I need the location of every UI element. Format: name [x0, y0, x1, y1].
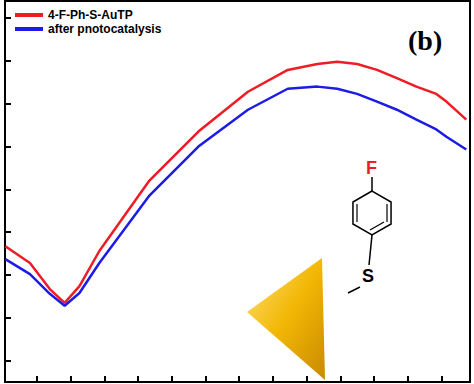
svg-text:S: S [362, 266, 374, 286]
svg-text:4-F-Ph-S-AuTP: 4-F-Ph-S-AuTP [48, 8, 133, 22]
svg-text:(b): (b) [408, 25, 442, 56]
svg-text:F: F [366, 158, 377, 178]
svg-text:after pnotocatalysis: after pnotocatalysis [48, 22, 162, 36]
